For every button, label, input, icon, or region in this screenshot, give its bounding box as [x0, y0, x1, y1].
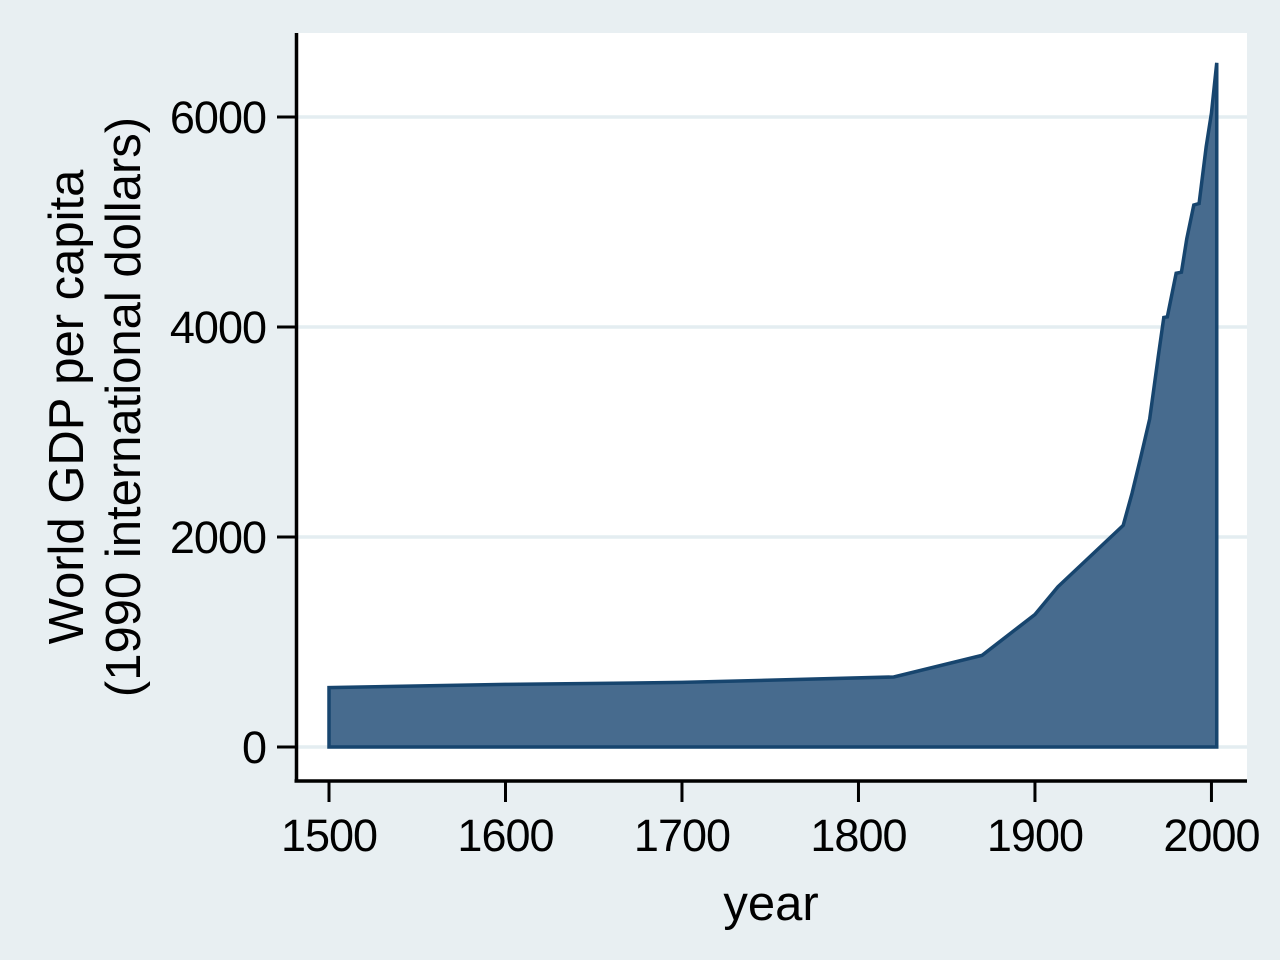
y-tick-label: 0 [242, 722, 266, 773]
x-tick-label: 1500 [281, 810, 377, 861]
x-axis-ticks: 1500 1600 1700 1800 1900 2000 [281, 782, 1261, 861]
gdp-area-series [327, 62, 1219, 749]
x-tick-label: 1700 [634, 810, 730, 861]
y-axis-title-line-1: World GDP per capita [40, 169, 94, 645]
y-tick-label: 2000 [170, 512, 266, 563]
x-tick-label: 1900 [987, 810, 1083, 861]
x-tick-label: 1600 [457, 810, 553, 861]
x-tick-label: 1800 [810, 810, 906, 861]
y-tick-label: 6000 [170, 92, 266, 143]
x-axis-title: year [723, 877, 818, 931]
y-tick-label: 4000 [170, 302, 266, 353]
y-axis-ticks: 0 2000 4000 6000 [170, 92, 295, 773]
x-tick-label: 2000 [1163, 810, 1259, 861]
y-axis-title-line-2: (1990 international dollars) [97, 117, 151, 697]
